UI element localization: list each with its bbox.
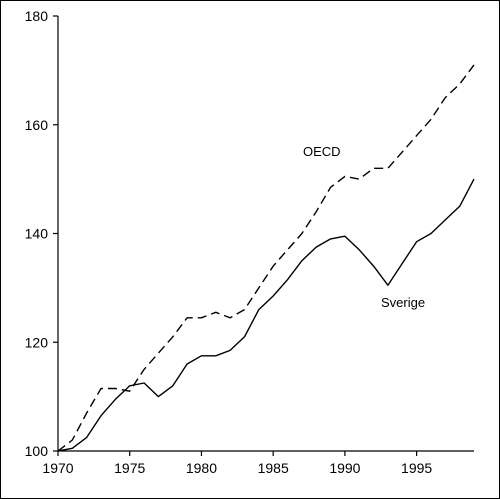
axes <box>57 16 474 452</box>
x-tick-label: 1995 <box>401 460 432 476</box>
x-tick-label: 1985 <box>258 460 289 476</box>
y-tick-label: 100 <box>25 443 49 459</box>
x-tick-label: 1980 <box>186 460 217 476</box>
x-tick-label: 1975 <box>114 460 145 476</box>
y-tick-label: 160 <box>25 117 49 133</box>
series-label-sverige: Sverige <box>381 295 425 310</box>
series-line-oecd <box>57 64 475 452</box>
series-lines <box>57 64 475 452</box>
series-labels: OECD Sverige <box>303 144 425 310</box>
axis-ticks: 100 120 140 160 180 1970 1975 1980 1985 1990 1995 <box>25 8 433 476</box>
y-tick-label: 140 <box>25 226 49 242</box>
series-label-oecd: OECD <box>303 144 341 159</box>
series-line-sverige <box>57 178 475 452</box>
x-tick-label: 1970 <box>42 460 73 476</box>
y-tick-label: 120 <box>25 334 49 350</box>
x-tick-label: 1990 <box>329 460 360 476</box>
y-tick-label: 180 <box>25 8 49 24</box>
